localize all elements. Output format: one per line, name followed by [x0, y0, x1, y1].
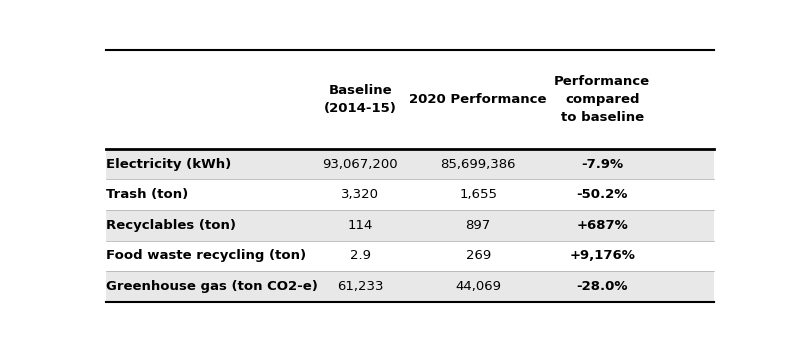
Text: -7.9%: -7.9% — [581, 158, 623, 171]
Text: 897: 897 — [466, 219, 491, 232]
Text: 61,233: 61,233 — [337, 280, 384, 293]
Text: -28.0%: -28.0% — [577, 280, 628, 293]
Text: 269: 269 — [466, 250, 491, 262]
Bar — [106, 240, 714, 271]
Text: Food waste recycling (ton): Food waste recycling (ton) — [106, 250, 306, 262]
Bar — [106, 210, 714, 240]
Text: Electricity (kWh): Electricity (kWh) — [106, 158, 231, 171]
Text: 2020 Performance: 2020 Performance — [410, 93, 547, 106]
Text: Greenhouse gas (ton CO2-e): Greenhouse gas (ton CO2-e) — [106, 280, 318, 293]
Bar — [106, 149, 714, 180]
Text: 2.9: 2.9 — [350, 250, 371, 262]
Bar — [106, 271, 714, 302]
Text: 1,655: 1,655 — [459, 188, 498, 201]
Bar — [106, 180, 714, 210]
Text: 93,067,200: 93,067,200 — [322, 158, 398, 171]
Text: +687%: +687% — [576, 219, 628, 232]
Text: Trash (ton): Trash (ton) — [106, 188, 189, 201]
Text: Baseline
(2014-15): Baseline (2014-15) — [324, 84, 397, 115]
Text: -50.2%: -50.2% — [577, 188, 628, 201]
Text: 114: 114 — [348, 219, 373, 232]
Text: 85,699,386: 85,699,386 — [441, 158, 516, 171]
Text: +9,176%: +9,176% — [570, 250, 635, 262]
Text: Performance
compared
to baseline: Performance compared to baseline — [554, 75, 650, 124]
Text: Recyclables (ton): Recyclables (ton) — [106, 219, 236, 232]
Text: 3,320: 3,320 — [342, 188, 379, 201]
Text: 44,069: 44,069 — [455, 280, 501, 293]
